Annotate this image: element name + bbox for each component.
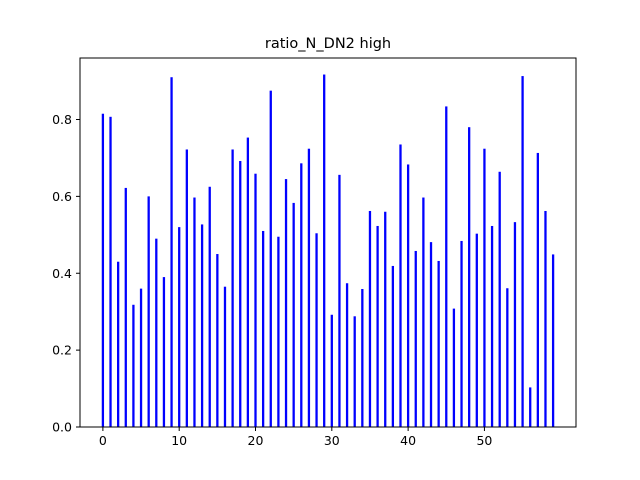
axes-frame xyxy=(79,57,577,428)
bar-8 xyxy=(162,277,166,427)
bar-0 xyxy=(101,113,105,427)
bar-27 xyxy=(307,148,311,427)
bar-54 xyxy=(513,222,517,427)
x-tick-label-0: 0 xyxy=(99,433,107,448)
bar-39 xyxy=(399,144,402,428)
bar-17 xyxy=(231,149,234,428)
y-tick-label-1: 0.2 xyxy=(52,343,72,358)
bar-21 xyxy=(261,230,265,427)
bar-11 xyxy=(185,149,188,428)
bar-30 xyxy=(330,314,333,427)
bar-22 xyxy=(269,90,272,428)
bar-25 xyxy=(292,202,295,427)
bar-42 xyxy=(422,197,425,427)
bar-4 xyxy=(132,304,135,427)
bar-45 xyxy=(445,106,448,428)
x-tick-label-30: 30 xyxy=(324,433,340,448)
bar-38 xyxy=(391,265,395,427)
bar-58 xyxy=(544,210,547,427)
bar-33 xyxy=(353,316,356,427)
bar-18 xyxy=(239,161,242,427)
x-tick-label-20: 20 xyxy=(248,433,264,448)
bar-59 xyxy=(551,254,555,427)
bars-layer xyxy=(101,74,555,428)
bar-48 xyxy=(468,127,471,427)
bar-46 xyxy=(452,308,456,427)
bar-55 xyxy=(521,76,524,427)
bar-10 xyxy=(178,227,181,427)
bar-28 xyxy=(315,233,318,427)
x-tick-label-10: 10 xyxy=(171,433,187,448)
bar-40 xyxy=(406,164,410,427)
y-tick-label-3: 0.6 xyxy=(52,189,72,204)
bar-37 xyxy=(384,211,387,427)
bar-29 xyxy=(323,74,326,427)
y-tick-label-2: 0.4 xyxy=(52,266,72,281)
bar-43 xyxy=(429,242,433,427)
bar-57 xyxy=(536,152,539,427)
bar-36 xyxy=(376,225,379,427)
bar-9 xyxy=(170,77,173,427)
bar-47 xyxy=(460,240,463,427)
bar-15 xyxy=(216,254,219,427)
bar-20 xyxy=(254,173,257,427)
y-tick-label-4: 0.8 xyxy=(52,112,72,127)
bar-50 xyxy=(483,148,486,427)
bar-32 xyxy=(345,283,349,427)
bar-56 xyxy=(529,387,532,427)
bar-26 xyxy=(300,163,303,427)
y-tick-label-0: 0.0 xyxy=(52,420,72,435)
bar-35 xyxy=(368,210,372,427)
bar-19 xyxy=(246,137,250,427)
bar-12 xyxy=(193,197,196,427)
bar-13 xyxy=(200,224,204,427)
bar-34 xyxy=(361,289,364,427)
x-tick-label-40: 40 xyxy=(400,433,416,448)
bar-16 xyxy=(223,286,227,427)
bar-2 xyxy=(117,261,120,427)
ticks-layer: 0 10 20 30 40 50 0.0 0.2 0.4 0.6 0.8 xyxy=(52,112,492,448)
bar-23 xyxy=(277,236,280,427)
bar-44 xyxy=(437,260,440,427)
bar-51 xyxy=(490,225,494,427)
bar-5 xyxy=(139,288,143,428)
bar-6 xyxy=(147,196,150,428)
axes-layer xyxy=(79,57,577,428)
bar-14 xyxy=(208,186,211,427)
chart-title: ratio_N_DN2 high xyxy=(265,36,391,52)
x-tick-label-50: 50 xyxy=(476,433,492,448)
bar-24 xyxy=(284,179,288,427)
bar-31 xyxy=(338,174,341,427)
bar-1 xyxy=(109,116,112,427)
bar-3 xyxy=(124,187,127,427)
bar-7 xyxy=(155,238,158,427)
bar-49 xyxy=(475,233,478,427)
bar-41 xyxy=(414,250,417,427)
bar-52 xyxy=(498,171,501,427)
bar-53 xyxy=(506,288,509,427)
